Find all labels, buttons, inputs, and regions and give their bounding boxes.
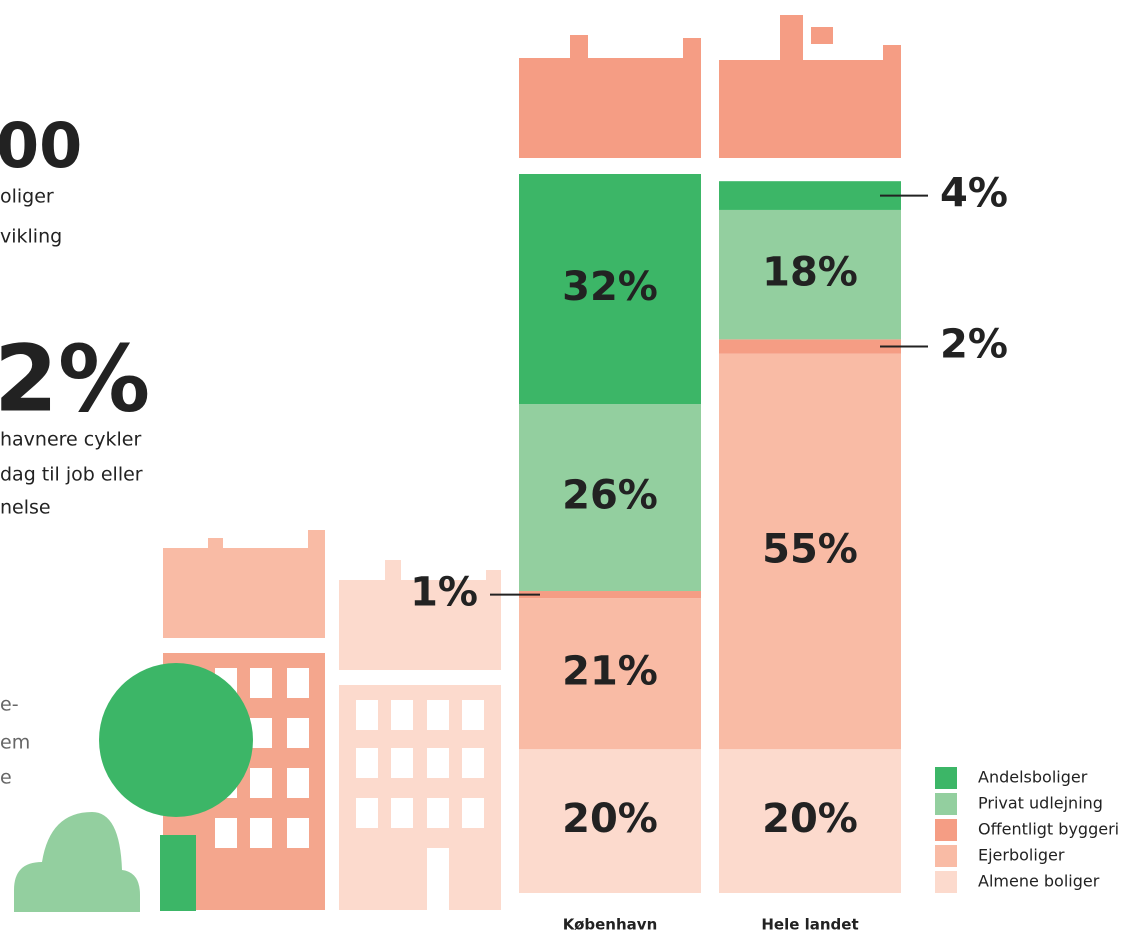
caption: e- bbox=[0, 694, 19, 716]
infographic: 00 oliger vikling 2% havnere cykler dag … bbox=[0, 0, 1126, 936]
caption: oliger bbox=[0, 186, 54, 208]
value-label: 20% bbox=[562, 796, 658, 842]
legend-label: Andelsboliger bbox=[978, 768, 1088, 787]
legend-swatch bbox=[935, 767, 957, 789]
value-label: 18% bbox=[762, 250, 858, 296]
value-label: 2% bbox=[940, 322, 1008, 368]
bar-segment bbox=[719, 181, 901, 210]
value-label: 4% bbox=[940, 171, 1008, 217]
category-label: København bbox=[563, 916, 658, 934]
legend-swatch bbox=[935, 871, 957, 893]
caption: e bbox=[0, 767, 12, 789]
value-label: 32% bbox=[562, 264, 658, 310]
legend-swatch bbox=[935, 793, 957, 815]
value-label: 21% bbox=[562, 649, 658, 695]
legend-swatch bbox=[935, 845, 957, 867]
legend-label: Ejerboliger bbox=[978, 846, 1065, 865]
caption: vikling bbox=[0, 226, 62, 248]
caption: dag til job eller bbox=[0, 464, 143, 486]
legend-label: Almene boliger bbox=[978, 872, 1100, 891]
bar-segment bbox=[519, 591, 701, 598]
figure: 2% bbox=[0, 325, 150, 432]
bar-segment bbox=[719, 339, 901, 353]
category-label: Hele landet bbox=[761, 916, 858, 934]
value-label: 26% bbox=[562, 473, 658, 519]
caption: havnere cykler bbox=[0, 429, 141, 451]
value-label: 20% bbox=[762, 796, 858, 842]
value-label: 1% bbox=[410, 570, 478, 616]
caption: em bbox=[0, 732, 30, 754]
legend-label: Privat udlejning bbox=[978, 794, 1103, 813]
value-label: 55% bbox=[762, 526, 858, 572]
caption: nelse bbox=[0, 497, 51, 519]
figure: 00 bbox=[0, 109, 82, 182]
legend-label: Offentligt byggeri bbox=[978, 820, 1119, 839]
legend-swatch bbox=[935, 819, 957, 841]
